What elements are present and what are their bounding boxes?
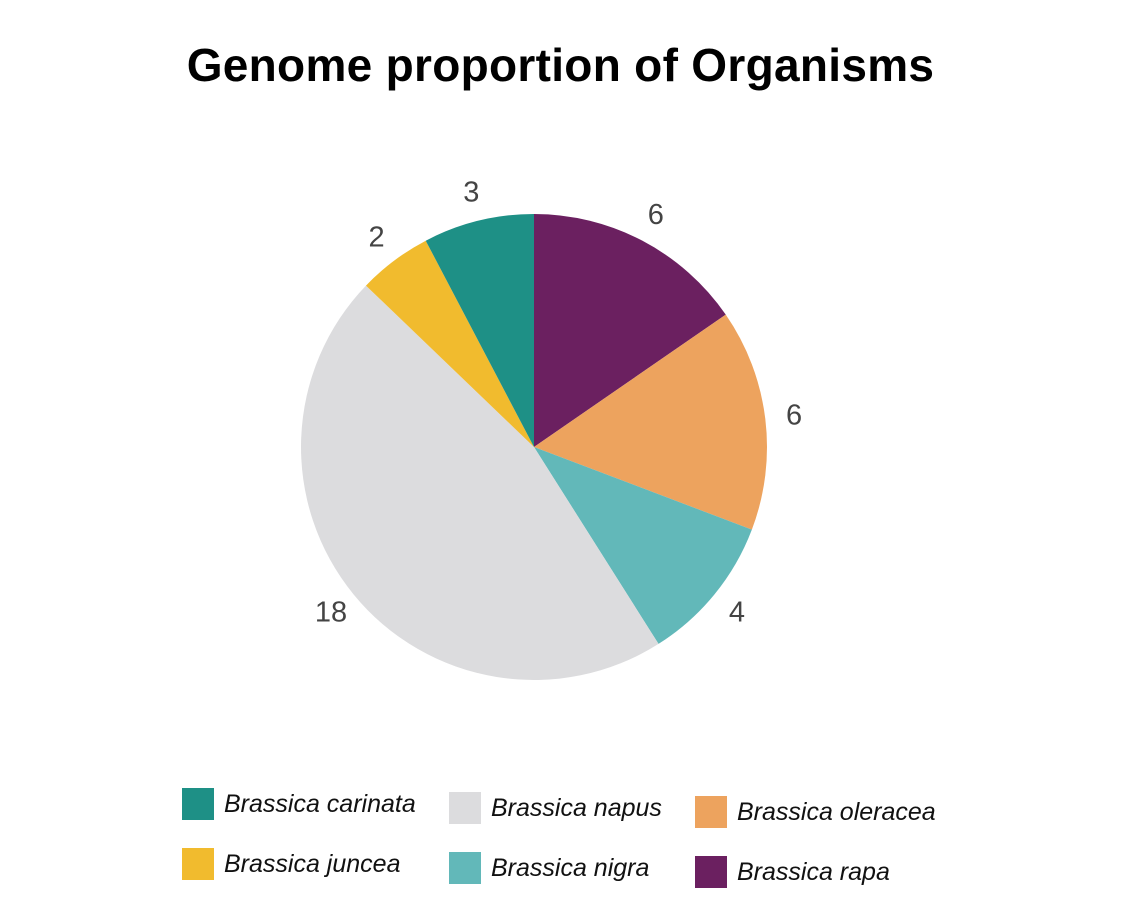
legend-label: Brassica juncea <box>224 849 401 878</box>
pie-slice-brassica-oleracea <box>534 314 768 530</box>
pie-slice-brassica-napus <box>301 285 659 680</box>
pie-slice-brassica-juncea <box>365 240 534 447</box>
pie-slice-brassica-nigra <box>534 447 752 644</box>
pie-slice-brassica-rapa <box>534 213 726 447</box>
legend-item-brassica-napus: Brassica napus <box>449 792 662 824</box>
data-label-brassica-oleracea: 6 <box>786 399 802 431</box>
data-label-brassica-rapa: 6 <box>648 199 664 231</box>
legend-swatch <box>695 796 727 828</box>
legend-swatch <box>449 852 481 884</box>
pie-slices <box>301 213 768 680</box>
data-label-brassica-carinata: 3 <box>463 177 479 209</box>
data-label-brassica-nigra: 4 <box>729 597 745 629</box>
legend-label: Brassica napus <box>491 793 662 822</box>
legend-swatch <box>182 848 214 880</box>
legend-swatch <box>695 856 727 888</box>
data-label-brassica-juncea: 2 <box>369 222 385 254</box>
pie-slice-brassica-carinata <box>425 214 534 447</box>
legend-label: Brassica rapa <box>737 857 890 886</box>
legend-swatch <box>182 788 214 820</box>
pie-data-labels: 6 6 4 18 2 3 <box>315 177 802 629</box>
legend-item-brassica-juncea: Brassica juncea <box>182 848 400 880</box>
legend-swatch <box>449 792 481 824</box>
legend-item-brassica-carinata: Brassica carinata <box>182 788 416 820</box>
legend-label: Brassica oleracea <box>737 797 936 826</box>
legend-label: Brassica carinata <box>224 789 416 818</box>
legend-label: Brassica nigra <box>491 853 650 882</box>
data-label-brassica-napus: 18 <box>315 597 347 629</box>
chart-title: Genome proportion of Organisms <box>186 39 935 91</box>
legend-item-brassica-rapa: Brassica rapa <box>695 856 890 888</box>
legend-item-brassica-nigra: Brassica nigra <box>449 852 649 884</box>
legend-item-brassica-oleracea: Brassica oleracea <box>695 796 936 828</box>
